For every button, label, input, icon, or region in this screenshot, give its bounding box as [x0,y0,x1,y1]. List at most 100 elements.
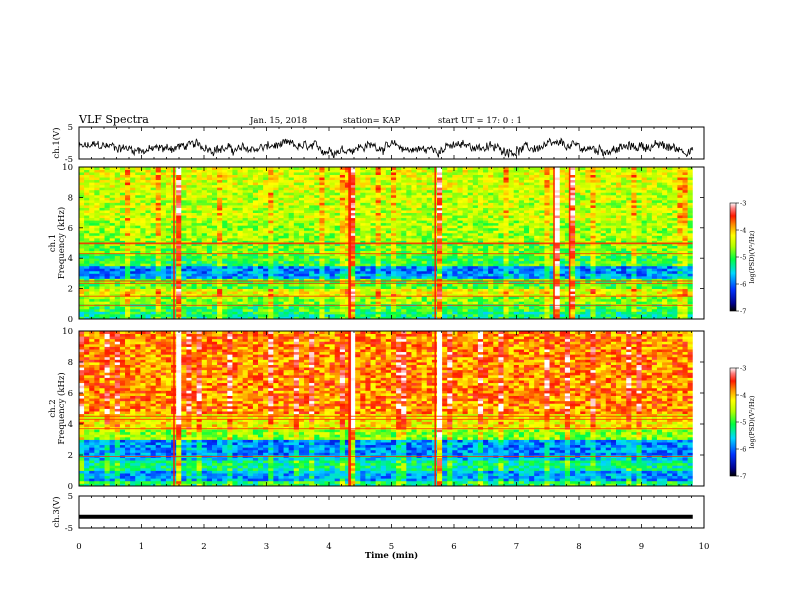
spectrogram-cell [288,253,295,257]
spectrogram-cell [94,230,100,234]
spectrogram-cell [462,275,469,279]
spectrogram-cell [380,230,387,234]
spectrogram-cell [125,227,131,231]
spectrogram-cell [114,308,121,312]
spectrogram-cell [125,220,131,224]
spectrogram-cell [467,212,474,216]
y-tick-label: 5 [68,123,73,133]
spectrogram-cell [442,250,448,254]
spectrogram-cell [309,291,315,295]
spectrogram-cell [421,281,428,284]
spectrogram-cell [196,291,203,295]
spectrogram-cell [457,248,463,251]
spectrogram-cell [99,301,105,305]
spectrogram-cell [360,205,366,208]
spectrogram-cell [150,207,157,211]
spectrogram-cell [252,245,259,249]
spectrogram-cell [94,270,100,274]
spectrogram-cell [298,227,305,231]
spectrogram-cell [360,184,366,188]
spectrogram-cell [360,177,366,181]
spectrogram-cell [283,260,290,264]
spectrogram-cell [304,286,310,289]
spectrogram-cell [89,243,95,246]
spectrogram-cell [94,288,100,292]
spectrogram-cell [273,291,279,295]
spectrogram-cell [457,311,463,315]
spectrogram-cell [109,182,116,186]
spectrogram-cell [401,197,407,201]
spectrogram-cell [355,288,361,292]
spectrogram-cell [426,192,433,196]
spectrogram-cell [370,182,377,186]
spectrogram-cell [406,197,412,201]
spectrogram-cell [488,202,494,206]
spectrogram-cell [339,197,346,201]
spectrogram-cell [79,265,85,269]
spectrogram-cell [130,281,136,284]
spectrogram-cell [196,172,203,175]
spectrogram-cell [462,281,469,284]
spectrogram-cell [201,205,208,208]
spectrogram-cell [319,169,325,173]
spectrogram-cell [421,298,428,302]
spectrogram-cell [125,286,131,289]
spectrogram-cell [477,263,484,267]
spectrogram-cell [288,275,295,279]
spectrogram-cell [488,212,494,216]
date-label: Jan. 15, 2018 [249,116,307,126]
spectrogram-cell [477,197,484,201]
spectrogram-cell [472,205,479,208]
spectrogram-cell [114,167,121,170]
spectrogram-cell [293,207,300,211]
spectrogram-cell [319,255,325,259]
spectrogram-cell [155,179,162,183]
spectrogram-cell [406,311,412,315]
spectrogram-cell [447,255,453,259]
spectrogram-cell [191,174,198,178]
spectrogram-cell [477,268,484,272]
spectrogram-cell [109,273,116,277]
spectrogram-cell [350,316,356,319]
spectrogram-cell [457,243,463,246]
spectrogram-cell [375,275,382,279]
spectrogram-cell [483,278,489,282]
spectrogram-cell [94,260,100,264]
spectrogram-cell [150,291,157,295]
spectrogram-cell [406,250,412,254]
spectrogram-cell [119,172,126,175]
spectrogram-cell [258,240,264,244]
spectrogram-cell [109,268,116,272]
spectrogram-cell [155,182,162,186]
spectrogram-cell [89,217,95,221]
spectrogram-cell [350,237,356,241]
spectrogram-cell [217,207,223,211]
spectrogram-cell [483,192,489,196]
spectrogram-cell [176,212,182,216]
spectrogram-cell [288,197,295,201]
spectrogram-cell [114,301,121,305]
spectrogram-cell [196,212,203,216]
spectrogram-cell [130,311,136,315]
spectrogram-cell [79,235,85,239]
spectrogram-cell [247,308,254,312]
spectrogram-cell [278,189,284,193]
spectrogram-cell [227,250,233,254]
spectrogram-cell [401,273,407,277]
spectrogram-cell [375,202,382,206]
spectrogram-cell [442,308,448,312]
spectrogram-cell [452,189,458,193]
spectrogram-cell [283,167,290,170]
spectrogram-cell [304,263,310,267]
spectrogram-cell [181,184,187,188]
spectrogram-cell [140,250,146,254]
spectrogram-cell [288,293,295,297]
spectrogram-cell [344,265,351,269]
spectrogram-cell [401,286,407,289]
spectrogram-cell [416,197,423,201]
spectrogram-cell [329,227,336,231]
spectrogram-cell [304,215,310,219]
spectrogram-cell [268,253,274,257]
spectrogram-cell [258,243,264,246]
spectrogram-cell [411,296,417,300]
